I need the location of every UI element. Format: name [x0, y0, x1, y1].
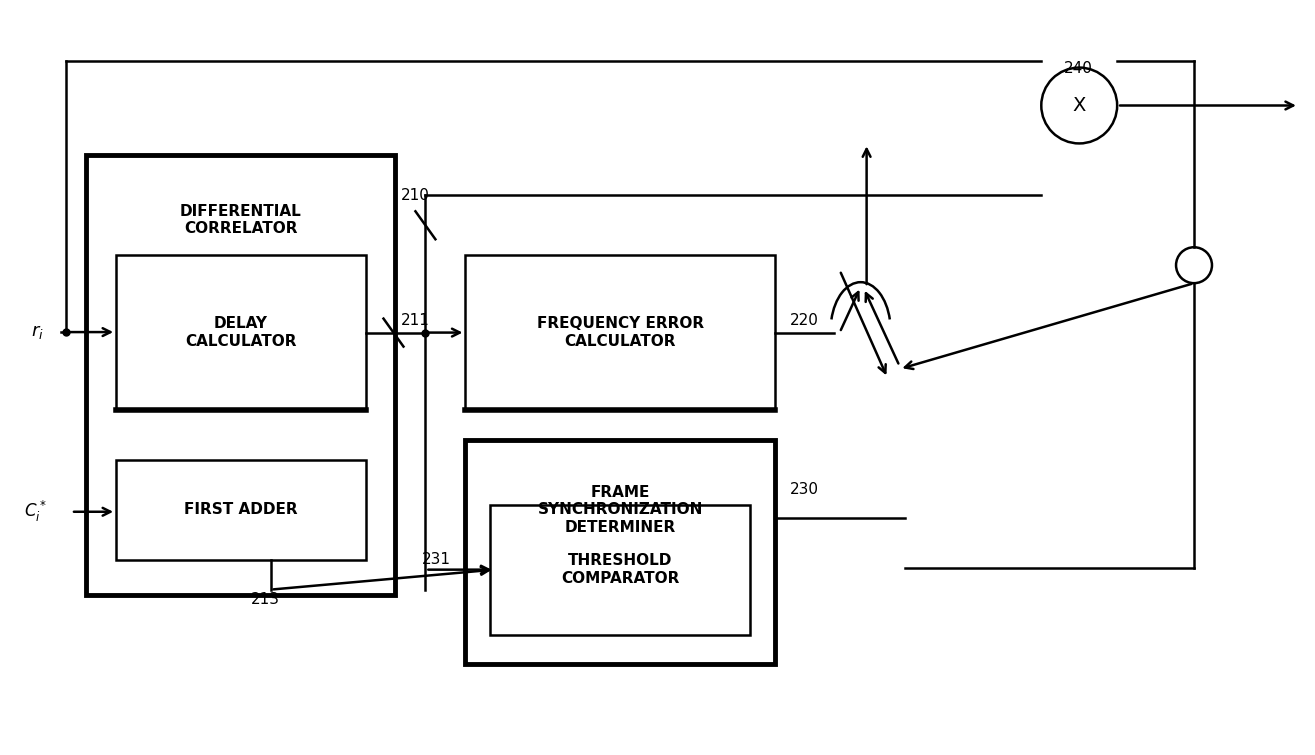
Text: FRAME
SYNCHRONIZATION
DETERMINER: FRAME SYNCHRONIZATION DETERMINER — [538, 485, 702, 535]
Text: $r_i$: $r_i$ — [32, 323, 43, 341]
Bar — [490, 505, 750, 634]
Bar — [85, 156, 396, 595]
Bar — [466, 255, 775, 410]
Text: DELAY
CALCULATOR: DELAY CALCULATOR — [185, 316, 296, 349]
Text: $C_i^*$: $C_i^*$ — [24, 499, 47, 524]
Text: 220: 220 — [790, 313, 819, 328]
Text: 230: 230 — [790, 482, 819, 498]
Text: X: X — [1073, 96, 1086, 115]
Text: 231: 231 — [421, 552, 450, 567]
Text: FREQUENCY ERROR
CALCULATOR: FREQUENCY ERROR CALCULATOR — [537, 316, 704, 349]
Text: 240: 240 — [1064, 61, 1093, 76]
Text: FIRST ADDER: FIRST ADDER — [184, 502, 297, 517]
Bar — [116, 255, 366, 410]
Text: DIFFERENTIAL
CORRELATOR: DIFFERENTIAL CORRELATOR — [180, 204, 301, 236]
Text: 210: 210 — [401, 188, 430, 203]
Bar — [466, 440, 775, 664]
Text: 211: 211 — [401, 313, 430, 328]
Text: THRESHOLD
COMPARATOR: THRESHOLD COMPARATOR — [562, 553, 680, 586]
Bar — [116, 460, 366, 559]
Text: 213: 213 — [251, 592, 280, 607]
